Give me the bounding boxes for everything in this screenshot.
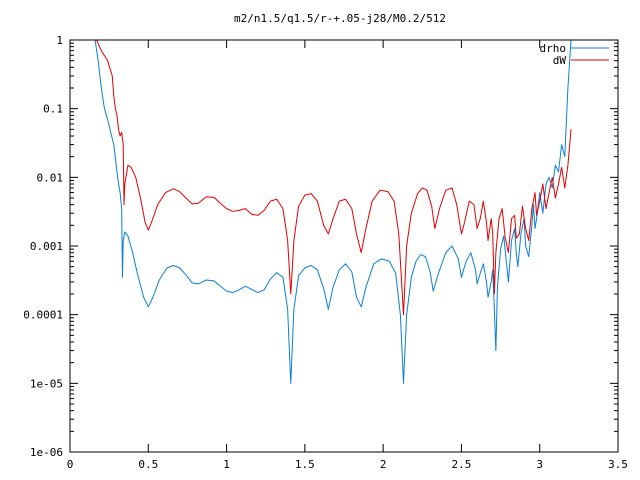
x-axis: 0 0.5 1 1.5 2 2.5 3 3.5	[67, 40, 628, 471]
series-line-drho	[94, 40, 572, 384]
x-tick-label: 3	[536, 458, 543, 471]
chart-title: m2/n1.5/q1.5/r-+.05-j28/M0.2/512	[234, 12, 446, 25]
y-tick-label: 1e-06	[30, 446, 63, 459]
x-tick-label: 3.5	[608, 458, 628, 471]
x-tick-label: 0.5	[138, 458, 158, 471]
legend-label-drho: drho	[540, 42, 567, 55]
legend-label-dW: dW	[553, 54, 567, 67]
x-tick-label: 2	[380, 458, 387, 471]
y-tick-label: 0.1	[43, 103, 63, 116]
y-axis: 1 0.1 0.01 0.001 0.0001 1e-05 1e-06	[23, 34, 618, 459]
series-line-dW	[96, 40, 572, 316]
x-tick-label: 1	[223, 458, 230, 471]
plot-lines	[94, 40, 572, 384]
y-tick-label: 0.0001	[23, 309, 63, 322]
x-tick-label: 2.5	[451, 458, 471, 471]
x-tick-label: 0	[67, 458, 74, 471]
y-tick-label: 0.01	[37, 171, 64, 184]
x-tick-label: 1.5	[295, 458, 315, 471]
y-tick-label: 1	[56, 34, 63, 47]
y-tick-label: 1e-05	[30, 377, 63, 390]
y-tick-label: 0.001	[30, 240, 63, 253]
plot-frame	[69, 39, 619, 453]
